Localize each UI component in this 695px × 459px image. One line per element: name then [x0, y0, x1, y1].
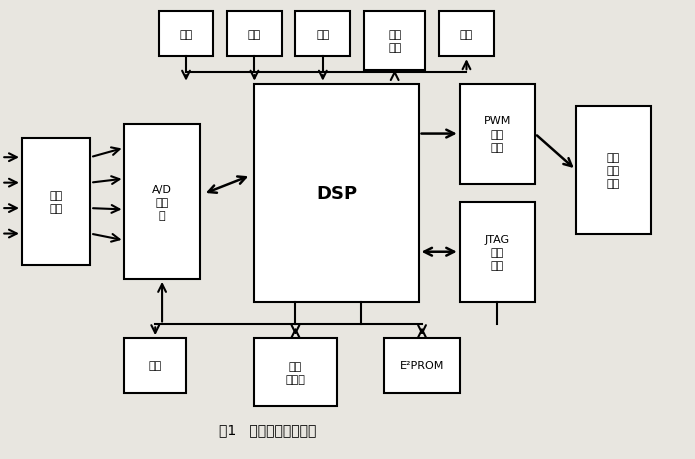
Bar	[158, 12, 213, 57]
Text: DSP: DSP	[316, 184, 357, 202]
Text: 时馒: 时馒	[316, 29, 329, 39]
Bar	[364, 12, 425, 71]
Text: E²PROM: E²PROM	[400, 361, 444, 370]
Bar	[384, 338, 459, 393]
Text: 液晶
显示: 液晶 显示	[388, 30, 401, 53]
Bar	[227, 12, 281, 57]
Text: 图1   控制系统结构框图: 图1 控制系统结构框图	[220, 422, 317, 436]
Bar	[124, 125, 199, 280]
Bar	[295, 12, 350, 57]
Text: 信号
调理: 信号 调理	[49, 191, 63, 214]
Bar	[22, 139, 90, 266]
Bar	[254, 84, 418, 302]
Text: PWM
隔离
驱动: PWM 隔离 驱动	[484, 116, 511, 152]
Bar	[459, 84, 535, 184]
Bar	[576, 107, 651, 234]
Bar	[124, 338, 186, 393]
Text: 译码: 译码	[149, 361, 162, 370]
Bar	[459, 202, 535, 302]
Text: 键盘: 键盘	[248, 29, 261, 39]
Text: 复位: 复位	[460, 29, 473, 39]
Text: 电力
电子
器件: 电力 电子 器件	[607, 152, 620, 189]
Text: 电源: 电源	[179, 29, 193, 39]
Text: A/D
转换
器: A/D 转换 器	[152, 184, 172, 220]
Text: 片外
存储器: 片外 存储器	[286, 361, 305, 384]
Bar	[254, 338, 336, 406]
Bar	[439, 12, 494, 57]
Text: JTAG
仿真
接口: JTAG 仿真 接口	[484, 234, 510, 270]
